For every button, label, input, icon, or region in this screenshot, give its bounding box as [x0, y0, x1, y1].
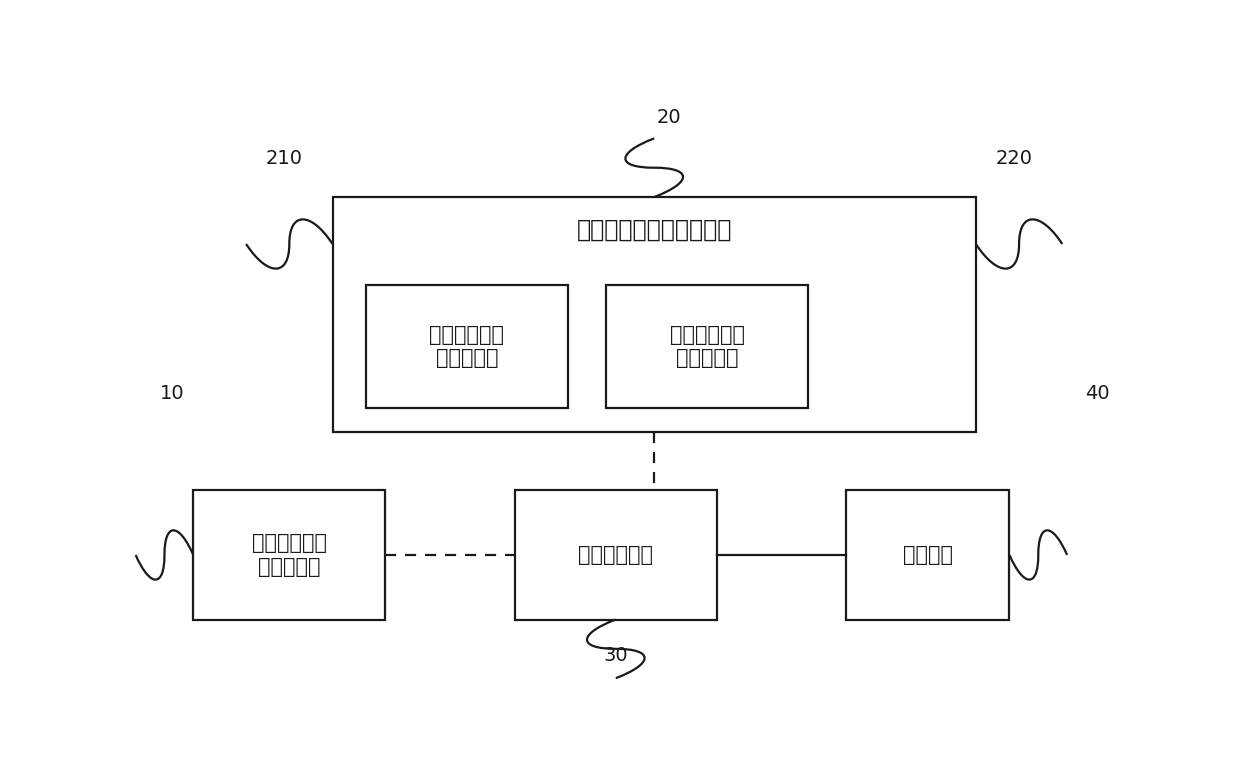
Bar	[606, 285, 808, 408]
Text: 20: 20	[657, 108, 681, 127]
Text: 10: 10	[160, 384, 185, 403]
Text: 智能配变终端: 智能配变终端	[579, 545, 653, 565]
Text: 系统主站: 系统主站	[903, 545, 953, 565]
Text: 210: 210	[266, 149, 304, 168]
Text: 低压側线路数
据采集模块: 低压側线路数 据采集模块	[430, 325, 504, 368]
Text: 220: 220	[996, 149, 1033, 168]
Text: 低压側线路数据控制模块: 低压側线路数据控制模块	[576, 217, 732, 242]
Text: 低压側线路数
据处理模块: 低压側线路数 据处理模块	[669, 325, 745, 368]
Text: 30: 30	[603, 646, 628, 665]
Bar	[193, 491, 385, 620]
Bar	[332, 197, 976, 432]
Text: 40: 40	[1085, 384, 1110, 403]
Bar	[367, 285, 567, 408]
Bar	[515, 491, 716, 620]
Text: 高压側线路数
据控制模块: 高压側线路数 据控制模块	[252, 533, 327, 577]
Bar	[846, 491, 1010, 620]
